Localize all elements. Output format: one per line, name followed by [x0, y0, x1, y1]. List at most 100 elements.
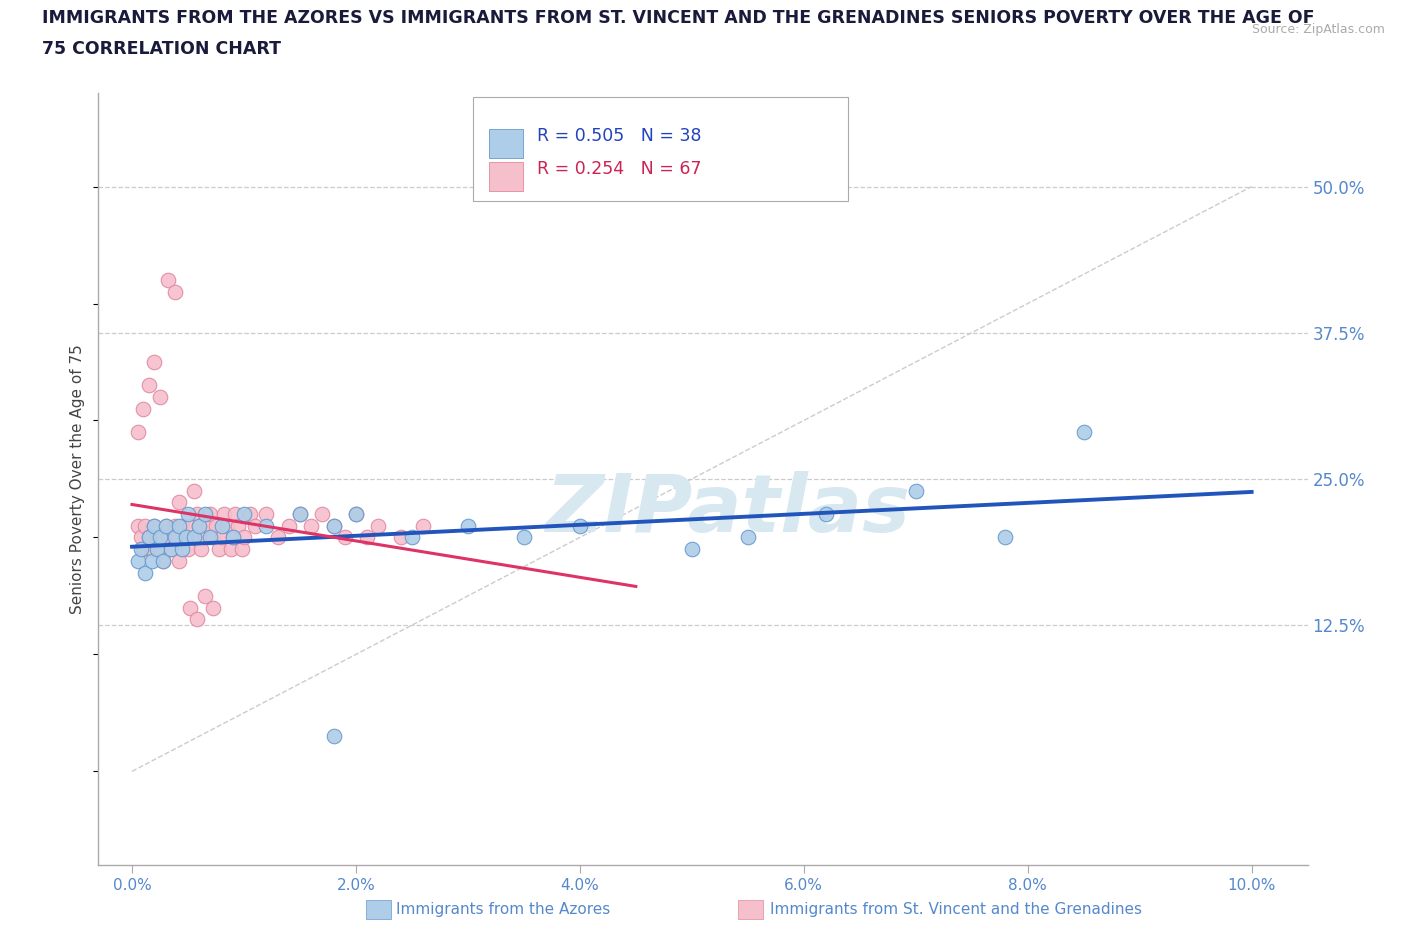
Point — [344, 507, 367, 522]
Point — [152, 553, 174, 568]
Point — [239, 507, 262, 522]
Point — [155, 518, 177, 533]
Point — [129, 530, 152, 545]
Text: Immigrants from St. Vincent and the Grenadines: Immigrants from St. Vincent and the Gren… — [770, 902, 1143, 917]
Point — [143, 518, 166, 533]
Point — [194, 530, 217, 545]
Point — [156, 530, 179, 545]
Point — [177, 507, 200, 522]
Point — [197, 518, 219, 533]
Point — [174, 530, 197, 545]
Text: R = 0.254   N = 67: R = 0.254 N = 67 — [537, 160, 702, 179]
Point — [401, 530, 423, 545]
Point — [134, 518, 156, 533]
Point — [183, 530, 205, 545]
Point — [127, 425, 149, 440]
Point — [163, 285, 186, 299]
Point — [138, 378, 160, 392]
Point — [243, 518, 266, 533]
Point — [188, 518, 211, 533]
Point — [166, 530, 188, 545]
Point — [179, 600, 201, 615]
Point — [172, 541, 194, 556]
Point — [163, 530, 186, 545]
Point — [177, 541, 200, 556]
Point — [228, 518, 250, 533]
Point — [138, 530, 160, 545]
Point — [568, 518, 591, 533]
Point — [201, 530, 224, 545]
Point — [138, 530, 160, 545]
Point — [127, 518, 149, 533]
Point — [167, 518, 190, 533]
Point — [132, 402, 155, 417]
Point — [322, 518, 344, 533]
Point — [155, 518, 177, 533]
Point — [322, 729, 344, 744]
Point — [254, 518, 277, 533]
Point — [219, 541, 242, 556]
Point — [222, 530, 245, 545]
Point — [149, 530, 172, 545]
Point — [994, 530, 1017, 545]
Point — [132, 541, 155, 556]
FancyBboxPatch shape — [489, 162, 523, 191]
Point — [356, 530, 378, 545]
Point — [333, 530, 356, 545]
Point — [167, 553, 190, 568]
Point — [149, 390, 172, 405]
Point — [344, 507, 367, 522]
Point — [211, 518, 233, 533]
Point — [254, 507, 277, 522]
FancyBboxPatch shape — [489, 128, 523, 158]
Point — [174, 530, 197, 545]
Point — [208, 541, 231, 556]
Point — [201, 600, 224, 615]
Point — [815, 507, 838, 522]
Text: ZIPatlas: ZIPatlas — [544, 471, 910, 549]
Point — [152, 553, 174, 568]
Point — [737, 530, 759, 545]
Text: R = 0.505   N = 38: R = 0.505 N = 38 — [537, 127, 702, 145]
Point — [194, 507, 217, 522]
Point — [172, 518, 194, 533]
Text: Source: ZipAtlas.com: Source: ZipAtlas.com — [1251, 23, 1385, 36]
Point — [200, 530, 222, 545]
Point — [205, 518, 228, 533]
Point — [222, 530, 245, 545]
Point — [311, 507, 333, 522]
Point — [194, 589, 217, 604]
Text: IMMIGRANTS FROM THE AZORES VS IMMIGRANTS FROM ST. VINCENT AND THE GRENADINES SEN: IMMIGRANTS FROM THE AZORES VS IMMIGRANTS… — [42, 9, 1315, 27]
Point — [127, 553, 149, 568]
Point — [129, 541, 152, 556]
Point — [134, 565, 156, 580]
Point — [141, 541, 163, 556]
Point — [233, 530, 256, 545]
Point — [266, 530, 288, 545]
Point — [163, 518, 186, 533]
Point — [186, 612, 208, 627]
Point — [141, 553, 163, 568]
Point — [149, 541, 172, 556]
Point — [145, 541, 167, 556]
Point — [233, 507, 256, 522]
Text: 75 CORRELATION CHART: 75 CORRELATION CHART — [42, 40, 281, 58]
Point — [288, 507, 311, 522]
Point — [288, 507, 311, 522]
Point — [457, 518, 479, 533]
Point — [145, 530, 167, 545]
Point — [389, 530, 412, 545]
Point — [212, 507, 235, 522]
Point — [277, 518, 299, 533]
Point — [143, 518, 166, 533]
Point — [367, 518, 389, 533]
Point — [231, 541, 253, 556]
Point — [513, 530, 536, 545]
Point — [681, 541, 703, 556]
Point — [200, 507, 222, 522]
Point — [179, 518, 201, 533]
Point — [904, 484, 927, 498]
Point — [160, 541, 183, 556]
Point — [183, 484, 205, 498]
Point — [322, 518, 344, 533]
